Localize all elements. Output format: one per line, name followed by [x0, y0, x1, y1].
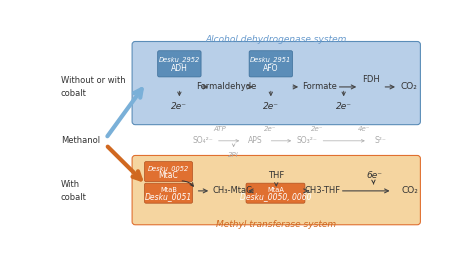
Text: MtaA: MtaA — [267, 187, 284, 193]
Text: Formaldehyde: Formaldehyde — [196, 82, 257, 91]
Text: Desku_2951: Desku_2951 — [250, 56, 292, 62]
Text: 2e⁻: 2e⁻ — [172, 102, 187, 111]
FancyBboxPatch shape — [132, 41, 420, 125]
Text: APS: APS — [248, 136, 263, 145]
Text: MtaB: MtaB — [160, 187, 177, 193]
Text: CO₂: CO₂ — [402, 186, 419, 195]
Text: Formate: Formate — [302, 82, 337, 91]
Text: Alcohol dehydrogenase system: Alcohol dehydrogenase system — [206, 36, 347, 45]
Text: Without or with
cobalt: Without or with cobalt — [61, 76, 126, 98]
FancyBboxPatch shape — [249, 51, 292, 77]
FancyBboxPatch shape — [145, 162, 192, 182]
Text: 4e⁻: 4e⁻ — [357, 126, 370, 132]
Text: 2e⁻: 2e⁻ — [311, 126, 324, 132]
Text: S²⁻: S²⁻ — [375, 136, 387, 145]
Text: AFO: AFO — [263, 64, 279, 73]
Text: CH3-THF: CH3-THF — [305, 186, 341, 195]
FancyBboxPatch shape — [158, 51, 201, 77]
Text: Methanol: Methanol — [61, 136, 100, 145]
Text: CO₂: CO₂ — [401, 82, 417, 91]
Text: 2e⁻: 2e⁻ — [264, 126, 276, 132]
Text: Desku_2952: Desku_2952 — [159, 56, 200, 62]
Text: With
cobalt: With cobalt — [61, 180, 87, 202]
Text: Desku_0050, 0060: Desku_0050, 0060 — [240, 192, 311, 201]
Text: SO₄²⁻: SO₄²⁻ — [192, 136, 213, 145]
Text: Desku_0051: Desku_0051 — [145, 192, 192, 201]
Text: THF: THF — [268, 171, 284, 180]
Text: SO₃²⁻: SO₃²⁻ — [297, 136, 318, 145]
Text: 6e⁻: 6e⁻ — [367, 171, 383, 180]
Text: 2Pi: 2Pi — [228, 152, 239, 158]
Text: CH₃-MtaC: CH₃-MtaC — [213, 186, 253, 195]
FancyBboxPatch shape — [132, 155, 420, 225]
Text: FDH: FDH — [362, 75, 380, 84]
Text: 2e⁻: 2e⁻ — [263, 102, 279, 111]
Text: ADH: ADH — [171, 64, 188, 73]
Text: ATP: ATP — [213, 126, 226, 132]
Text: Methyl transferase system: Methyl transferase system — [216, 220, 337, 229]
FancyBboxPatch shape — [246, 183, 305, 203]
Text: 2e⁻: 2e⁻ — [336, 102, 352, 111]
FancyBboxPatch shape — [145, 183, 192, 203]
Text: MtaC: MtaC — [159, 170, 178, 179]
Text: Desku_0052: Desku_0052 — [148, 165, 189, 172]
